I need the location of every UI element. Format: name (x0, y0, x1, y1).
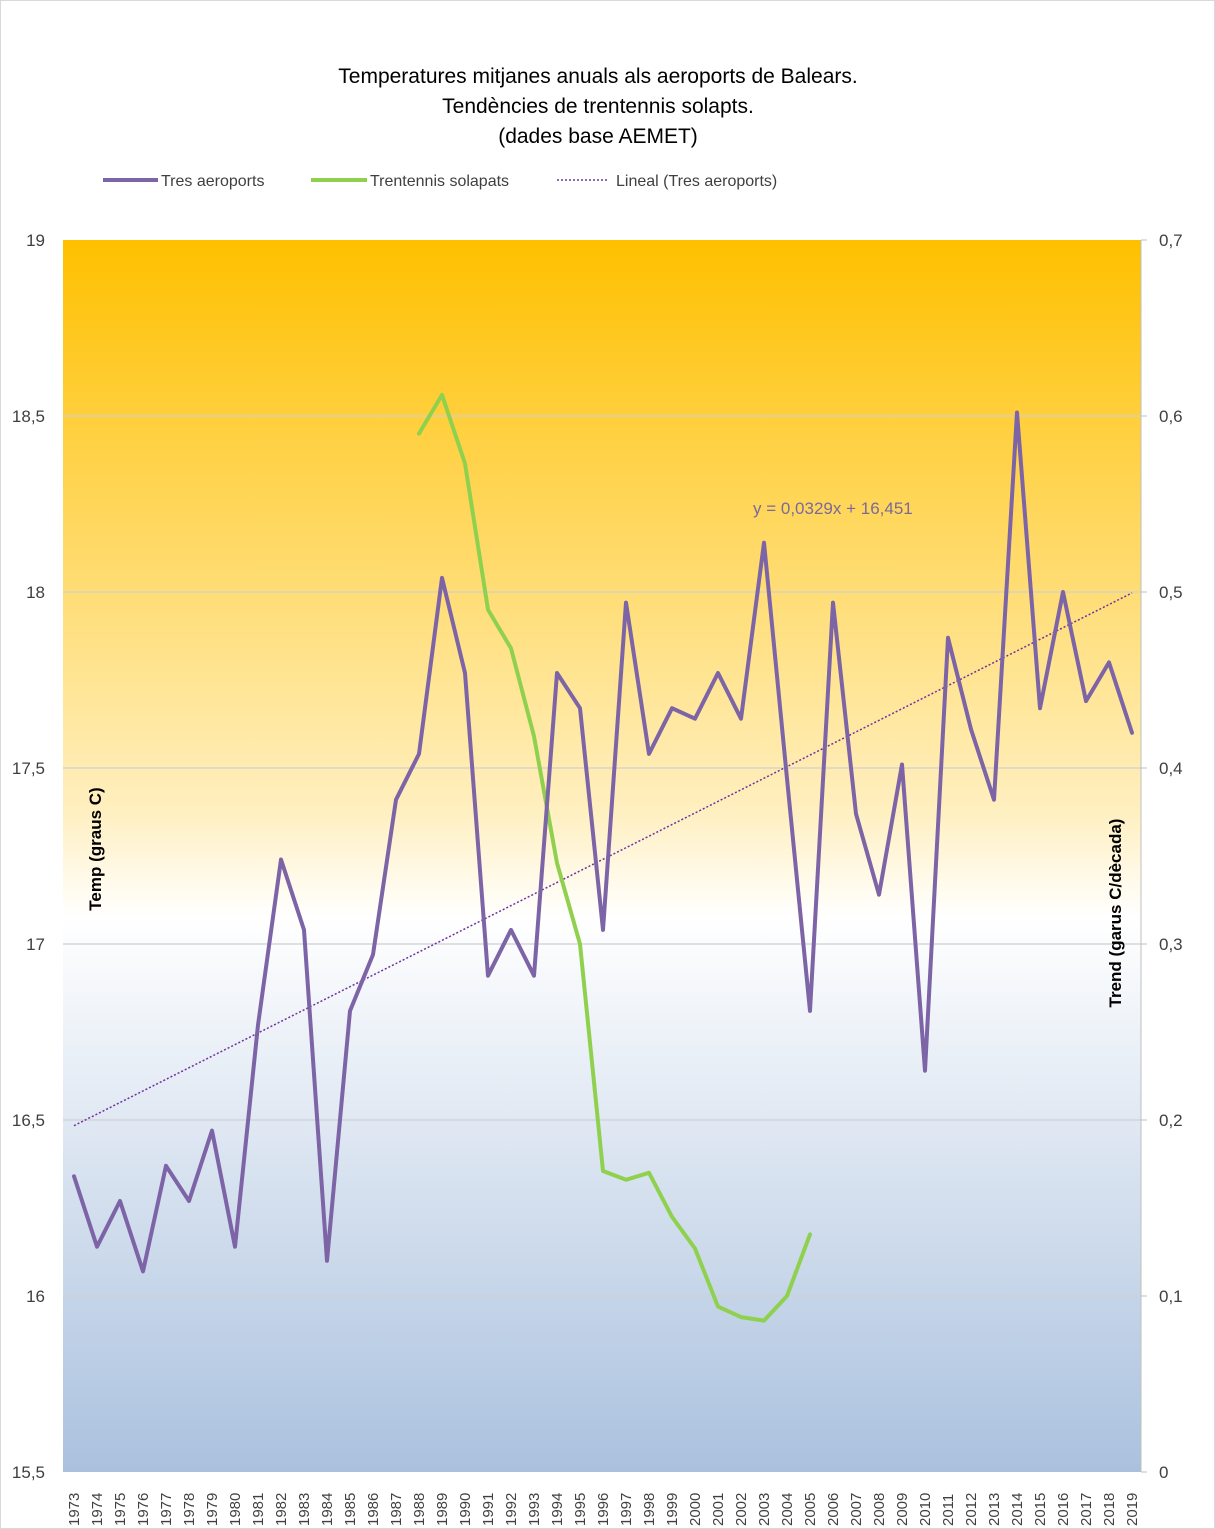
x-tick-label: 1984 (319, 1493, 336, 1526)
x-tick-label: 1991 (480, 1493, 497, 1526)
x-tick-label: 1997 (618, 1493, 635, 1526)
x-tick-label: 2009 (894, 1493, 911, 1526)
x-tick-label: 1977 (158, 1493, 175, 1526)
y2-tick-label: 0,4 (1159, 759, 1183, 778)
legend-label-trentennis: Trentennis solapats (370, 173, 509, 190)
y2-tick-label: 0 (1159, 1463, 1168, 1482)
left-axis-ticks: 15,5 16 16,5 17 17,5 18 18,5 19 (12, 231, 45, 1482)
y-tick-label: 18 (26, 583, 45, 602)
x-tick-label: 1999 (664, 1493, 681, 1526)
x-tick-label: 1985 (342, 1493, 359, 1526)
chart-title-line-3: (dades base AEMET) (498, 125, 698, 148)
x-tick-label: 1988 (411, 1493, 428, 1526)
y2-tick-label: 0,7 (1159, 231, 1183, 250)
legend: Tres aeroports Trentennis solapats Linea… (103, 173, 777, 190)
series-layer (72, 392, 1134, 1323)
x-tick-label: 2008 (871, 1493, 888, 1526)
plot-area (63, 240, 1141, 1472)
x-tick-label: 1987 (388, 1493, 405, 1526)
x-tick-label: 2011 (940, 1494, 957, 1526)
y-tick-label: 17,5 (12, 759, 45, 778)
x-tick-label: 1980 (227, 1493, 244, 1526)
right-axis-ticks: 0 0,1 0,2 0,3 0,4 0,5 0,6 0,7 (1141, 231, 1183, 1482)
x-tick-label: 2000 (687, 1493, 704, 1526)
x-tick-label: 2015 (1032, 1493, 1049, 1526)
x-tick-label: 1981 (250, 1493, 267, 1526)
x-tick-label: 2001 (710, 1493, 727, 1526)
x-tick-label: 2019 (1124, 1493, 1141, 1526)
x-tick-label: 2017 (1078, 1493, 1095, 1526)
chart-title-line-1: Temperatures mitjanes anuals als aeropor… (338, 65, 857, 88)
x-tick-label: 2010 (917, 1493, 934, 1526)
grid-layer (63, 415, 1141, 1297)
trendline-equation: y = 0,0329x + 16,451 (753, 499, 913, 518)
x-tick-label: 2014 (1009, 1493, 1026, 1526)
y2-tick-label: 0,6 (1159, 407, 1183, 426)
x-tick-label: 1983 (296, 1493, 313, 1526)
x-tick-label: 1976 (135, 1493, 152, 1526)
legend-label-lineal: Lineal (Tres aeroports) (616, 173, 777, 190)
x-tick-label: 1998 (641, 1493, 658, 1526)
x-tick-label: 1989 (434, 1493, 451, 1526)
x-tick-label: 2018 (1101, 1493, 1118, 1526)
x-tick-label: 2007 (848, 1493, 865, 1526)
x-tick-label: 2004 (779, 1493, 796, 1526)
y-axis-title: Temp (graus C) (86, 787, 105, 910)
x-tick-label: 1973 (66, 1493, 83, 1526)
chart-title-line-2: Tendències de trentennis solapts. (442, 95, 754, 118)
y2-tick-label: 0,2 (1159, 1111, 1183, 1130)
series-line-lineal-trend (73, 592, 1133, 1127)
x-axis-ticks: 1973 1974 1975 1976 1977 1978 1979 1980 1981 1982… (66, 1493, 1141, 1526)
y2-tick-label: 0,1 (1159, 1287, 1183, 1306)
x-tick-label: 2016 (1055, 1493, 1072, 1526)
y-tick-label: 15,5 (12, 1463, 45, 1482)
y2-axis-title: Trend (garus C/dècada) (1106, 819, 1125, 1008)
series-line-trentennis-solapats (417, 392, 812, 1323)
x-tick-label: 1982 (273, 1493, 290, 1526)
y-tick-label: 16,5 (12, 1111, 45, 1130)
y-tick-label: 16 (26, 1287, 45, 1306)
x-tick-label: 1979 (204, 1493, 221, 1526)
y-tick-label: 19 (26, 231, 45, 250)
x-tick-label: 1974 (89, 1493, 106, 1526)
x-tick-label: 2003 (756, 1493, 773, 1526)
y-tick-label: 18,5 (12, 407, 45, 426)
x-tick-label: 2013 (986, 1493, 1003, 1526)
x-tick-label: 1994 (549, 1493, 566, 1526)
x-tick-label: 1992 (503, 1493, 520, 1526)
x-tick-label: 1995 (572, 1493, 589, 1526)
x-tick-label: 1986 (365, 1493, 382, 1526)
x-tick-label: 1996 (595, 1493, 612, 1526)
x-tick-label: 2012 (963, 1493, 980, 1526)
y2-tick-label: 0,5 (1159, 583, 1183, 602)
x-tick-label: 2002 (733, 1493, 750, 1526)
x-tick-label: 1993 (526, 1493, 543, 1526)
x-tick-label: 1990 (457, 1493, 474, 1526)
x-tick-label: 1978 (181, 1493, 198, 1526)
y-tick-label: 17 (26, 935, 45, 954)
x-tick-label: 2005 (802, 1493, 819, 1526)
series-line-tres-aeroports (72, 410, 1134, 1274)
x-tick-label: 2006 (825, 1493, 842, 1526)
legend-label-tres-aeroports: Tres aeroports (161, 173, 264, 190)
y2-tick-label: 0,3 (1159, 935, 1183, 954)
x-tick-label: 1975 (112, 1493, 129, 1526)
